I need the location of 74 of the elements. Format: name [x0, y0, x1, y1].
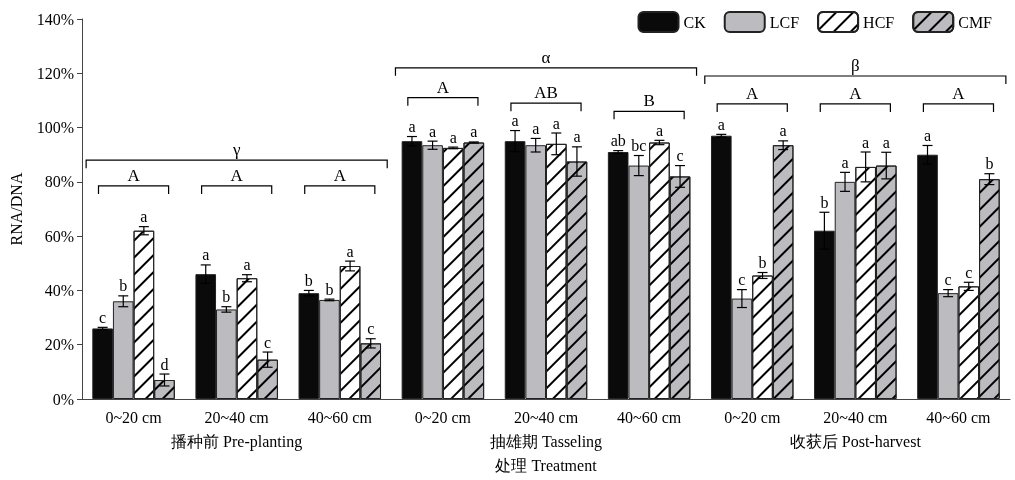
x-axis-title: 处理 Treatment — [495, 456, 598, 474]
data-label: c — [738, 271, 746, 289]
text: 播种前 Pre-planting — [171, 432, 303, 451]
data-label: a — [841, 153, 849, 171]
data-label: b — [985, 155, 994, 173]
data-label: b — [119, 277, 128, 295]
text: 收获后 Post-harvest — [789, 432, 922, 450]
annotation: A — [436, 77, 450, 97]
data-label: ab — [610, 132, 626, 150]
text: 抽雄期 Tasseling — [489, 432, 603, 451]
data-label: a — [923, 126, 932, 144]
data-label: c — [676, 147, 684, 165]
annotation: A — [849, 83, 863, 103]
x-tick-label: 40~60 cm — [926, 408, 992, 426]
data-label: b — [820, 193, 829, 211]
legend-label: LCF — [769, 13, 800, 31]
legend-label: CMF — [958, 13, 993, 31]
annotation: α — [541, 47, 551, 67]
data-label: a — [140, 208, 148, 226]
data-label: b — [325, 280, 334, 298]
data-label: a — [346, 242, 354, 260]
annotation: A — [952, 83, 966, 103]
legend-label: CK — [683, 13, 707, 31]
data-label: c — [367, 320, 375, 338]
annotation: A — [333, 165, 347, 185]
data-label: b — [304, 271, 313, 289]
x-tick-label: 20~40 cm — [204, 408, 270, 426]
annotation: γ — [231, 140, 241, 160]
y-tick-label: 120% — [36, 64, 74, 82]
x-tick-label: 40~60 cm — [307, 408, 373, 426]
data-label: a — [862, 133, 870, 151]
data-label: b — [758, 254, 767, 272]
y-tick-label: 100% — [36, 119, 74, 137]
data-label: c — [965, 263, 973, 281]
data-label: a — [779, 122, 787, 140]
annotation: A — [127, 165, 141, 185]
data-label: c — [264, 333, 272, 351]
data-label: a — [429, 122, 437, 140]
x-tick-label: 40~60 cm — [617, 408, 682, 426]
data-label: a — [202, 246, 210, 264]
annotation: B — [643, 91, 655, 111]
annotation: β — [851, 56, 860, 75]
annotation: AB — [534, 83, 558, 103]
data-label: d — [160, 355, 169, 373]
y-tick-label: 140% — [36, 10, 74, 28]
x-tick-label: 20~40 cm — [513, 408, 579, 426]
x-tick-label: 0~20 cm — [105, 408, 163, 426]
data-label: c — [944, 271, 952, 289]
x-tick-label: 20~40 cm — [823, 408, 888, 426]
y-tick-label: 0% — [52, 390, 74, 408]
data-label: a — [243, 256, 251, 274]
annotation: A — [230, 165, 244, 185]
data-label: c — [99, 308, 107, 326]
data-label: a — [408, 118, 416, 136]
data-label: a — [532, 119, 540, 137]
data-label: a — [882, 133, 890, 151]
data-label: a — [573, 128, 581, 146]
data-label: b — [222, 288, 231, 306]
data-label: a — [552, 114, 560, 132]
annotation: A — [746, 83, 760, 103]
data-label: a — [470, 123, 478, 141]
y-tick-label: 60% — [44, 227, 74, 245]
data-label: a — [449, 128, 457, 146]
legend-label: HCF — [863, 13, 895, 31]
y-axis-title: RNA/DNA — [7, 172, 25, 246]
x-tick-label: 0~20 cm — [414, 408, 472, 426]
y-tick-label: 20% — [44, 336, 74, 354]
data-label: bc — [631, 137, 647, 155]
data-label: a — [717, 115, 725, 133]
y-tick-label: 40% — [44, 281, 74, 299]
data-label: a — [655, 121, 663, 139]
data-label: a — [511, 112, 519, 130]
y-tick-label: 80% — [44, 173, 74, 191]
x-tick-label: 0~20 cm — [724, 408, 781, 426]
